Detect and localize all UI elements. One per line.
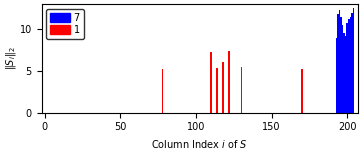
X-axis label: Column Index $i$ of $S$: Column Index $i$ of $S$	[151, 138, 248, 150]
Bar	[339, 10, 340, 113]
Bar	[349, 17, 351, 113]
Bar	[351, 13, 353, 113]
Bar	[342, 25, 344, 113]
Bar	[345, 36, 346, 113]
Bar	[340, 17, 342, 113]
Bar	[210, 52, 212, 113]
Bar	[346, 22, 348, 113]
Bar	[228, 51, 230, 113]
Legend: 7, 1: 7, 1	[46, 9, 84, 39]
Bar	[337, 14, 339, 113]
Bar	[301, 69, 303, 113]
Bar	[162, 69, 163, 113]
Bar	[240, 67, 242, 113]
Bar	[336, 38, 337, 113]
Bar	[216, 68, 218, 113]
Bar	[353, 8, 354, 113]
Y-axis label: $\|S_i\|_2$: $\|S_i\|_2$	[4, 47, 18, 70]
Bar	[344, 33, 345, 113]
Bar	[222, 62, 224, 113]
Bar	[348, 19, 349, 113]
